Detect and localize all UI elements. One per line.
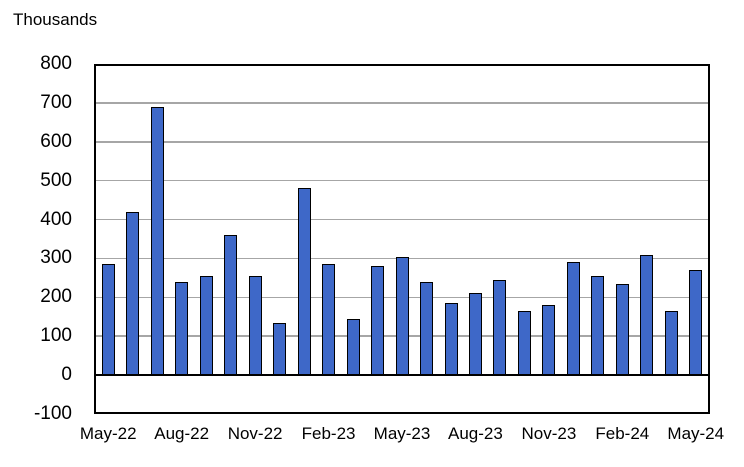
bar-slot-May-24 bbox=[684, 64, 708, 376]
bar-slot-Oct-22 bbox=[218, 64, 242, 376]
bar-Jul-22 bbox=[150, 106, 164, 376]
bar-Oct-23 bbox=[517, 310, 531, 376]
bar-Mar-23 bbox=[346, 318, 360, 376]
y-tick-label-500: 500 bbox=[40, 169, 72, 191]
bar-Jun-23 bbox=[420, 281, 434, 376]
bar-Jan-24 bbox=[591, 275, 605, 376]
plot-border-bottom bbox=[94, 412, 710, 414]
bar-slot-Sep-23 bbox=[488, 64, 512, 376]
bar-slot-May-23 bbox=[390, 64, 414, 376]
bar-Mar-24 bbox=[640, 254, 654, 376]
bar-Jan-23 bbox=[297, 188, 311, 376]
bar-series bbox=[96, 64, 708, 376]
bar-slot-Sep-22 bbox=[194, 64, 218, 376]
y-tick-label--100: -100 bbox=[33, 403, 72, 424]
y-tick-label-0: 0 bbox=[61, 364, 72, 386]
bar-slot-Mar-23 bbox=[341, 64, 365, 376]
bar-slot-Nov-22 bbox=[243, 64, 267, 376]
x-tick-label-Feb-24: Feb-24 bbox=[595, 424, 650, 443]
y-axis-line bbox=[94, 64, 96, 414]
x-tick-label-Aug-23: Aug-23 bbox=[448, 424, 503, 443]
bar-May-22 bbox=[101, 264, 115, 376]
gridline-700 bbox=[96, 102, 708, 104]
bar-slot-Aug-22 bbox=[169, 64, 193, 376]
bar-Oct-22 bbox=[224, 235, 238, 376]
y-tick-label-600: 600 bbox=[40, 130, 72, 152]
bar-Sep-23 bbox=[493, 279, 507, 376]
bar-Apr-23 bbox=[371, 266, 385, 376]
bar-slot-Jan-23 bbox=[292, 64, 316, 376]
bar-slot-Jul-22 bbox=[145, 64, 169, 376]
y-tick-label-800: 800 bbox=[40, 53, 72, 74]
bar-slot-Jun-22 bbox=[120, 64, 144, 376]
y-tick-label-100: 100 bbox=[40, 325, 72, 347]
plot-border-top bbox=[94, 64, 710, 66]
bar-slot-May-22 bbox=[96, 64, 120, 376]
bar-Jul-23 bbox=[444, 303, 458, 376]
y-tick-label-300: 300 bbox=[40, 247, 72, 269]
bar-Jun-22 bbox=[126, 211, 140, 376]
gridline-400 bbox=[96, 218, 708, 221]
x-tick-label-May-24: May-24 bbox=[667, 424, 725, 443]
bar-Apr-24 bbox=[664, 310, 678, 376]
bar-slot-Dec-23 bbox=[561, 64, 585, 376]
bar-Nov-23 bbox=[542, 305, 556, 376]
y-tick-label-200: 200 bbox=[40, 286, 72, 308]
bar-slot-Feb-24 bbox=[610, 64, 634, 376]
plot-border-right bbox=[708, 64, 710, 414]
x-tick-label-May-23: May-23 bbox=[373, 424, 431, 443]
bar-Feb-24 bbox=[615, 283, 629, 376]
zero-axis-line bbox=[94, 374, 710, 377]
x-tick-label-Nov-23: Nov-23 bbox=[521, 424, 577, 443]
bar-slot-Oct-23 bbox=[512, 64, 536, 376]
bar-May-23 bbox=[395, 256, 409, 376]
bar-slot-Mar-24 bbox=[635, 64, 659, 376]
bar-Aug-22 bbox=[175, 281, 189, 376]
bar-slot-Feb-23 bbox=[316, 64, 340, 376]
bar-slot-Jul-23 bbox=[439, 64, 463, 376]
bar-Aug-23 bbox=[469, 293, 482, 376]
bar-Feb-23 bbox=[322, 264, 336, 376]
bar-slot-Apr-23 bbox=[365, 64, 389, 376]
x-tick-label-May-22: May-22 bbox=[79, 424, 137, 443]
bar-Dec-23 bbox=[566, 262, 580, 376]
gridline-500 bbox=[96, 179, 708, 182]
y-tick-label-400: 400 bbox=[40, 208, 72, 230]
bar-Dec-22 bbox=[273, 322, 287, 376]
bar-May-24 bbox=[689, 270, 703, 376]
bar-slot-Jun-23 bbox=[414, 64, 438, 376]
gridline-600 bbox=[96, 141, 708, 143]
plot-area bbox=[94, 64, 710, 414]
bar-slot-Jan-24 bbox=[586, 64, 610, 376]
bar-Nov-22 bbox=[248, 275, 262, 376]
chart-title: Thousands bbox=[13, 10, 98, 29]
bar-Sep-22 bbox=[199, 275, 213, 376]
bar-slot-Nov-23 bbox=[537, 64, 561, 376]
x-tick-label-Nov-22: Nov-22 bbox=[227, 424, 283, 443]
y-tick-label-700: 700 bbox=[40, 91, 72, 113]
x-tick-label-Aug-22: Aug-22 bbox=[154, 424, 210, 443]
x-tick-label-Feb-23: Feb-23 bbox=[301, 424, 356, 443]
bar-slot-Dec-22 bbox=[267, 64, 291, 376]
bar-slot-Aug-23 bbox=[463, 64, 487, 376]
bar-slot-Apr-24 bbox=[659, 64, 683, 376]
